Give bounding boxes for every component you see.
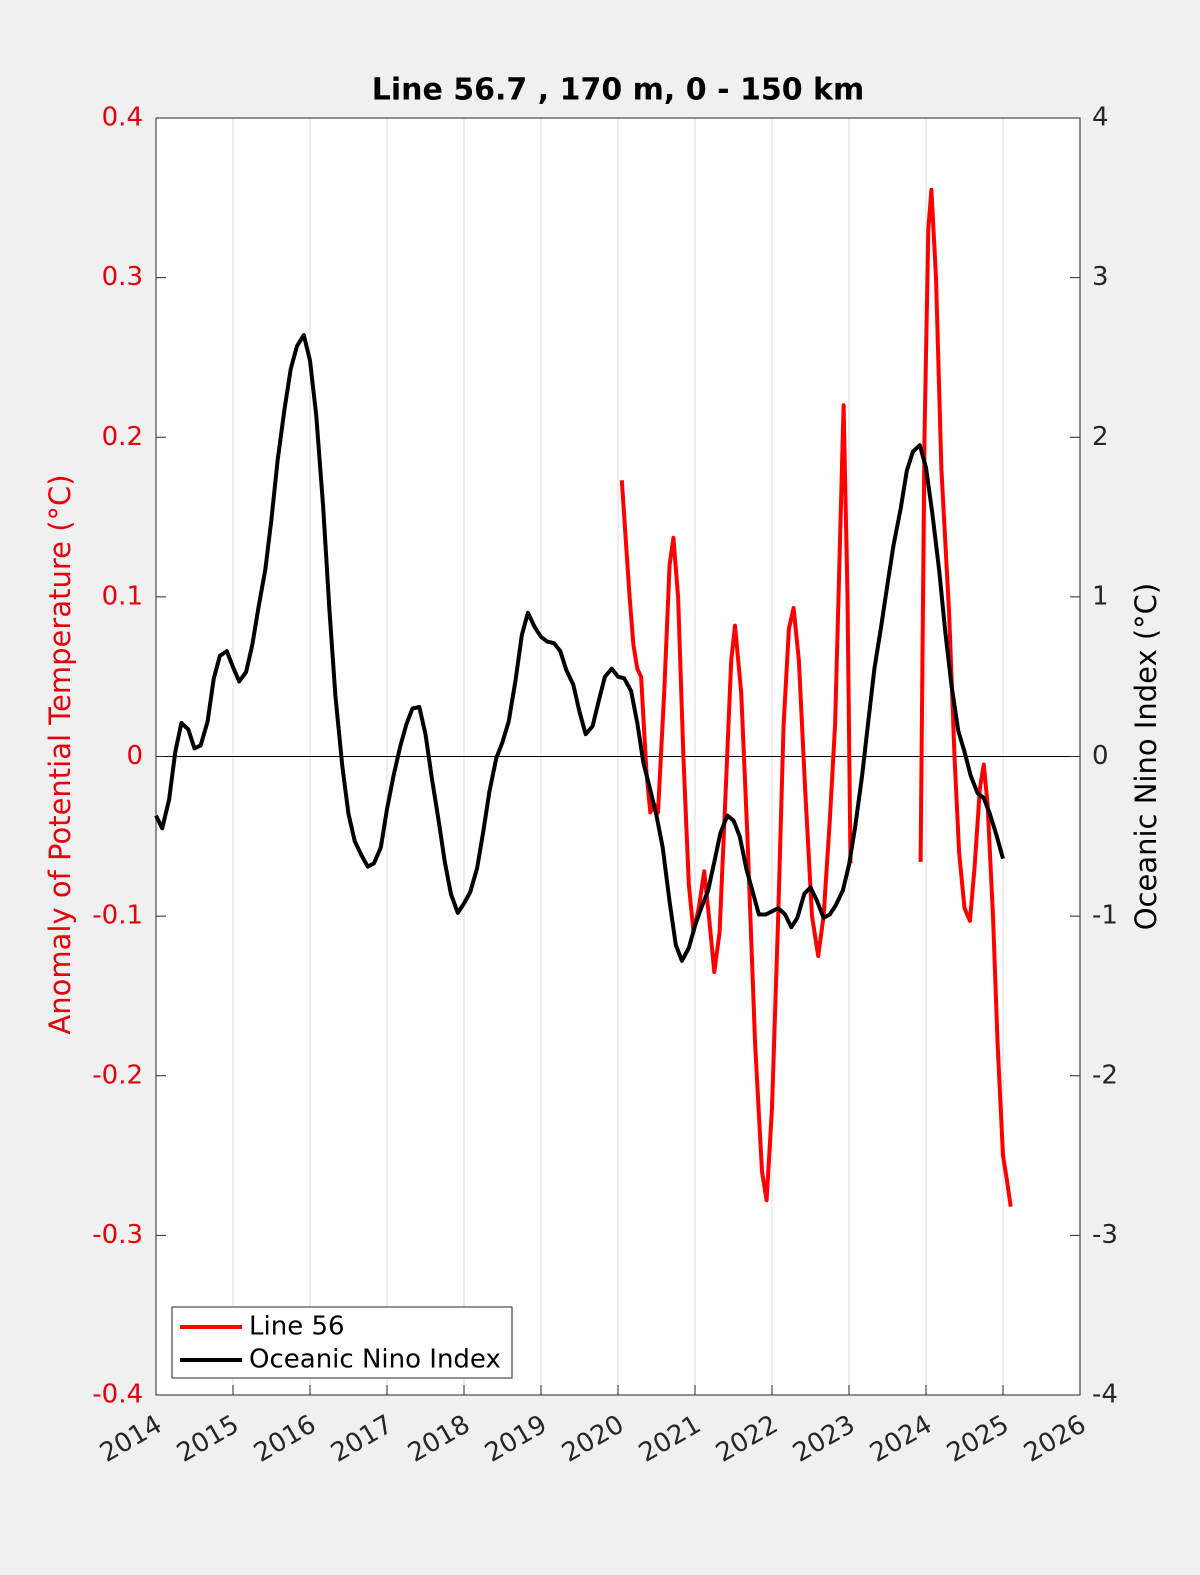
data-line <box>154 333 1005 963</box>
y2-tick-label: -2 <box>1092 1060 1118 1090</box>
y-tick-label: -0.2 <box>92 1060 143 1090</box>
y2-tick-label: 3 <box>1092 262 1109 292</box>
legend-label: Line 56 <box>249 1312 345 1342</box>
y-tick-label: -0.4 <box>92 1380 143 1410</box>
y-tick-label: 0.2 <box>102 422 143 452</box>
chart-title: Line 56.7 , 170 m, 0 - 150 km <box>372 73 865 108</box>
y2-tick-label: 4 <box>1092 103 1109 133</box>
y-tick-label: 0.4 <box>102 103 143 133</box>
y-tick-label: -0.1 <box>92 901 143 931</box>
y-tick-label: 0.3 <box>102 262 143 292</box>
y2-tick-label: -3 <box>1092 1220 1118 1250</box>
y2-tick-label: 0 <box>1092 741 1109 771</box>
y2-tick-label: 1 <box>1092 581 1109 611</box>
y2-tick-label: -1 <box>1092 901 1118 931</box>
y-tick-label: 0.1 <box>102 581 143 611</box>
y-tick-label: 0 <box>126 741 143 771</box>
y2-axis-label: Oceanic Nino Index (°C) <box>1129 583 1163 931</box>
y-axis-label: Anomaly of Potential Temperature (°C) <box>43 474 77 1034</box>
legend-box <box>171 1306 513 1379</box>
legend-label: Oceanic Nino Index <box>249 1345 501 1375</box>
y2-tick-label: -4 <box>1092 1380 1118 1410</box>
y-tick-label: -0.3 <box>92 1220 143 1250</box>
plot-frame <box>155 117 1081 1396</box>
y2-tick-label: 2 <box>1092 422 1109 452</box>
